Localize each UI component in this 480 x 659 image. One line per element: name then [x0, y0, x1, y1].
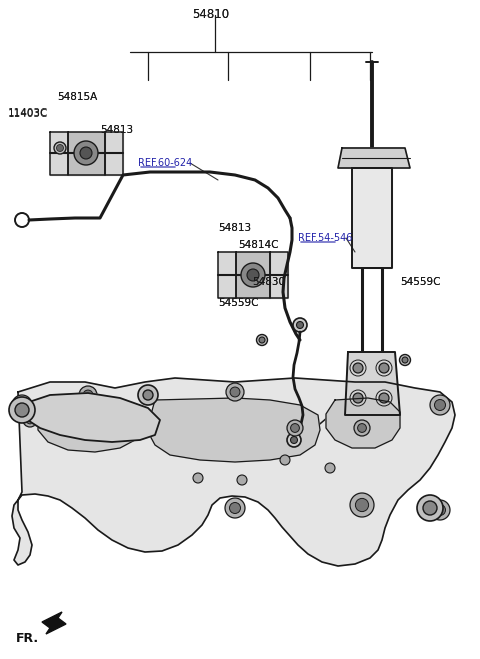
- Polygon shape: [352, 168, 392, 268]
- Text: 54813: 54813: [218, 223, 251, 233]
- Circle shape: [350, 493, 374, 517]
- Polygon shape: [338, 148, 410, 168]
- Circle shape: [237, 475, 247, 485]
- Text: 54815A: 54815A: [57, 92, 97, 102]
- Circle shape: [143, 390, 153, 400]
- Circle shape: [379, 363, 389, 373]
- Text: REF.54-546: REF.54-546: [298, 233, 352, 243]
- Polygon shape: [42, 612, 66, 634]
- Text: FR.: FR.: [16, 631, 39, 645]
- Text: 54559C: 54559C: [218, 298, 259, 308]
- Circle shape: [430, 500, 450, 520]
- Circle shape: [54, 142, 66, 154]
- Polygon shape: [345, 352, 400, 415]
- Circle shape: [241, 263, 265, 287]
- Polygon shape: [236, 252, 270, 298]
- Circle shape: [358, 424, 366, 432]
- Circle shape: [287, 433, 301, 447]
- Text: 54813: 54813: [218, 223, 251, 233]
- Text: 54814C: 54814C: [238, 240, 278, 250]
- Text: 54830: 54830: [252, 277, 285, 287]
- Polygon shape: [105, 132, 123, 175]
- Polygon shape: [12, 378, 455, 566]
- Circle shape: [16, 399, 27, 411]
- Circle shape: [226, 383, 244, 401]
- Circle shape: [79, 386, 97, 404]
- Polygon shape: [326, 398, 400, 448]
- Text: 54559C: 54559C: [400, 277, 441, 287]
- Circle shape: [225, 498, 245, 518]
- Circle shape: [259, 337, 265, 343]
- Circle shape: [193, 473, 203, 483]
- Circle shape: [434, 505, 445, 515]
- Polygon shape: [270, 252, 288, 298]
- Circle shape: [80, 147, 92, 159]
- Circle shape: [355, 498, 369, 511]
- Circle shape: [74, 141, 98, 165]
- Circle shape: [12, 395, 32, 415]
- Text: 54814C: 54814C: [238, 240, 278, 250]
- Circle shape: [423, 501, 437, 515]
- Text: 54559C: 54559C: [218, 298, 259, 308]
- Circle shape: [229, 503, 240, 513]
- Circle shape: [402, 357, 408, 363]
- Circle shape: [399, 355, 410, 366]
- Circle shape: [15, 213, 29, 227]
- Circle shape: [290, 436, 298, 444]
- Circle shape: [230, 387, 240, 397]
- Circle shape: [353, 363, 363, 373]
- Circle shape: [84, 407, 91, 413]
- Circle shape: [379, 393, 389, 403]
- Circle shape: [83, 390, 93, 400]
- Circle shape: [297, 322, 303, 328]
- Circle shape: [293, 318, 307, 332]
- Circle shape: [430, 395, 450, 415]
- Text: REF.60-624: REF.60-624: [138, 158, 192, 168]
- Circle shape: [287, 420, 303, 436]
- Polygon shape: [148, 398, 320, 462]
- Text: 54813: 54813: [100, 125, 133, 135]
- Circle shape: [82, 404, 94, 416]
- Circle shape: [23, 413, 37, 427]
- Circle shape: [26, 416, 34, 424]
- Circle shape: [280, 455, 290, 465]
- Text: 54810: 54810: [192, 7, 229, 20]
- Circle shape: [354, 420, 370, 436]
- Text: 11403C: 11403C: [8, 109, 48, 119]
- Text: 54810: 54810: [192, 9, 229, 22]
- Circle shape: [290, 424, 300, 432]
- Circle shape: [57, 144, 63, 152]
- Text: 54813: 54813: [100, 125, 133, 135]
- Polygon shape: [50, 132, 68, 175]
- Circle shape: [434, 399, 445, 411]
- Circle shape: [9, 397, 35, 423]
- Circle shape: [353, 393, 363, 403]
- Polygon shape: [20, 393, 160, 442]
- Polygon shape: [218, 252, 236, 298]
- Circle shape: [256, 335, 267, 345]
- Circle shape: [325, 463, 335, 473]
- Text: 54559C: 54559C: [400, 277, 441, 287]
- Circle shape: [138, 385, 158, 405]
- Text: 54815A: 54815A: [57, 92, 97, 102]
- Text: 11403C: 11403C: [8, 108, 48, 118]
- Circle shape: [15, 403, 29, 417]
- Text: 54830: 54830: [252, 277, 285, 287]
- Polygon shape: [68, 132, 105, 175]
- Circle shape: [417, 495, 443, 521]
- Circle shape: [247, 269, 259, 281]
- Polygon shape: [38, 400, 140, 452]
